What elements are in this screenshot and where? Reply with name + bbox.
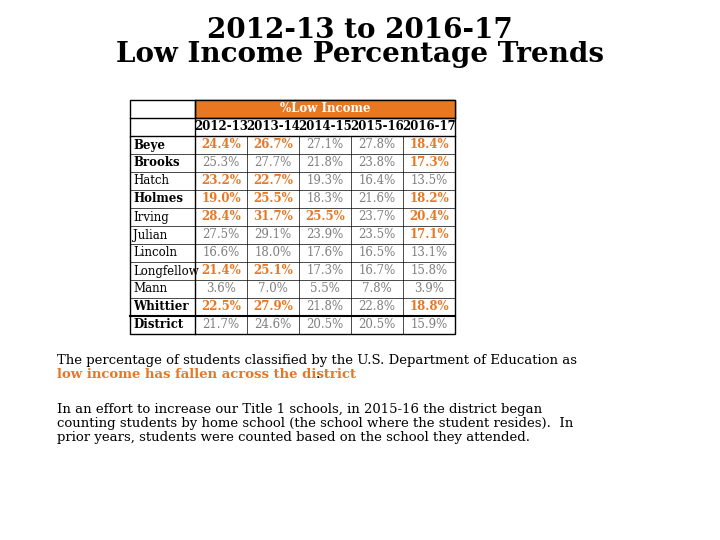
Text: 16.5%: 16.5% [359,246,395,260]
Text: 22.8%: 22.8% [359,300,395,314]
Text: 13.5%: 13.5% [410,174,448,187]
Text: 27.1%: 27.1% [307,138,343,152]
Text: 21.8%: 21.8% [307,157,343,170]
Text: Low Income Percentage Trends: Low Income Percentage Trends [116,40,604,68]
Text: 5.5%: 5.5% [310,282,340,295]
Text: 27.8%: 27.8% [359,138,395,152]
Text: 23.2%: 23.2% [201,174,241,187]
Text: 18.8%: 18.8% [409,300,449,314]
Text: %Low Income: %Low Income [280,103,370,116]
Text: Mann: Mann [133,282,167,295]
Text: .: . [312,368,320,381]
Bar [195,100,455,118]
Text: Hatch: Hatch [133,174,169,187]
Text: 20.5%: 20.5% [307,319,343,332]
Bar [130,100,455,334]
Text: Whittier: Whittier [133,300,189,314]
Text: 2014-15: 2014-15 [298,120,352,133]
Text: 20.5%: 20.5% [359,319,395,332]
Text: 13.1%: 13.1% [410,246,448,260]
Text: 18.4%: 18.4% [409,138,449,152]
Text: 29.1%: 29.1% [254,228,292,241]
Text: Brooks: Brooks [133,157,179,170]
Text: 18.0%: 18.0% [254,246,292,260]
Text: Beye: Beye [133,138,165,152]
Text: 16.6%: 16.6% [202,246,240,260]
Text: 25.5%: 25.5% [305,211,345,224]
Text: 2015-16: 2015-16 [350,120,404,133]
Text: Longfellow: Longfellow [133,265,199,278]
Text: Lincoln: Lincoln [133,246,177,260]
Text: prior years, students were counted based on the school they attended.: prior years, students were counted based… [57,431,530,444]
Text: 21.8%: 21.8% [307,300,343,314]
Text: 27.7%: 27.7% [254,157,292,170]
Text: 24.4%: 24.4% [201,138,241,152]
Text: Julian: Julian [133,228,167,241]
Text: 16.7%: 16.7% [359,265,395,278]
Text: 16.4%: 16.4% [359,174,395,187]
Text: 23.8%: 23.8% [359,157,395,170]
Text: 22.7%: 22.7% [253,174,293,187]
Text: 18.2%: 18.2% [409,192,449,206]
Text: 2012-13: 2012-13 [194,120,248,133]
Text: 31.7%: 31.7% [253,211,293,224]
Text: 19.3%: 19.3% [307,174,343,187]
Text: 23.9%: 23.9% [307,228,343,241]
Text: 7.0%: 7.0% [258,282,288,295]
Text: 21.6%: 21.6% [359,192,395,206]
Text: 7.8%: 7.8% [362,282,392,295]
Text: 15.9%: 15.9% [410,319,448,332]
Text: 17.3%: 17.3% [307,265,343,278]
Text: counting students by home school (the school where the student resides).  In: counting students by home school (the sc… [57,417,573,430]
Text: 23.7%: 23.7% [359,211,395,224]
Text: 23.5%: 23.5% [359,228,395,241]
Text: 2013-14: 2013-14 [246,120,300,133]
Text: District: District [133,319,184,332]
Text: 17.6%: 17.6% [307,246,343,260]
Text: 20.4%: 20.4% [409,211,449,224]
Text: 3.9%: 3.9% [414,282,444,295]
Text: 3.6%: 3.6% [206,282,236,295]
Text: Irving: Irving [133,211,168,224]
Bar [195,100,455,118]
Text: 25.3%: 25.3% [202,157,240,170]
Text: 25.1%: 25.1% [253,265,293,278]
Text: 28.4%: 28.4% [201,211,241,224]
Text: 22.5%: 22.5% [201,300,241,314]
Text: 19.0%: 19.0% [201,192,240,206]
Text: 26.7%: 26.7% [253,138,293,152]
Text: 21.4%: 21.4% [201,265,241,278]
Text: 15.8%: 15.8% [410,265,448,278]
Text: 2016-17: 2016-17 [402,120,456,133]
Text: 21.7%: 21.7% [202,319,240,332]
Text: The percentage of students classified by the U.S. Department of Education as: The percentage of students classified by… [57,354,577,367]
Text: 27.5%: 27.5% [202,228,240,241]
Text: In an effort to increase our Title 1 schools, in 2015-16 the district began: In an effort to increase our Title 1 sch… [57,403,542,416]
Text: low income has fallen across the district: low income has fallen across the distric… [57,368,356,381]
Text: 17.1%: 17.1% [409,228,449,241]
Text: 27.9%: 27.9% [253,300,293,314]
Text: 25.5%: 25.5% [253,192,293,206]
Text: 2012-13 to 2016-17: 2012-13 to 2016-17 [207,17,513,44]
Text: Holmes: Holmes [133,192,183,206]
Text: 18.3%: 18.3% [307,192,343,206]
Text: 17.3%: 17.3% [409,157,449,170]
Text: 24.6%: 24.6% [254,319,292,332]
